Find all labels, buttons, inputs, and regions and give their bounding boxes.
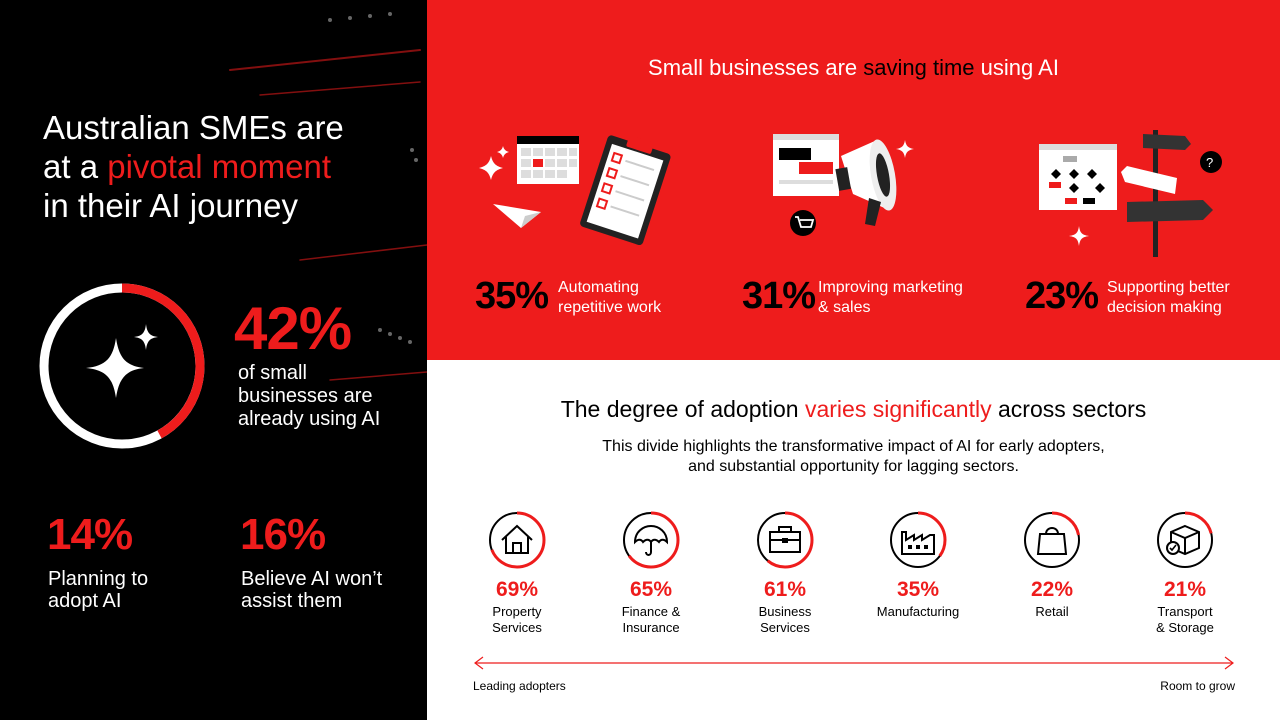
sector-name: Property Services xyxy=(457,604,577,636)
main-stat-label: of small businesses are already using AI xyxy=(238,362,381,430)
label-line: & sales xyxy=(818,299,871,316)
sector-name: Manufacturing xyxy=(858,604,978,620)
subtitle-line: This divide highlights the transformativ… xyxy=(602,438,1105,455)
believe-stat-value: 16% xyxy=(240,510,326,559)
sector-name-line: Insurance xyxy=(622,620,680,635)
sector-value: 65% xyxy=(629,578,673,601)
headline-line-3: in their AI journey xyxy=(43,187,298,224)
stat-decision-label: Supporting better decision making xyxy=(1107,278,1230,318)
umbrella-icon xyxy=(622,511,680,569)
stat-marketing-value: 31% xyxy=(742,275,816,317)
main-stat-value: 42% xyxy=(234,295,352,362)
sector-value: 21% xyxy=(1163,578,1207,601)
adoption-ring xyxy=(36,280,208,452)
believe-stat-label: Believe AI won’t assist them xyxy=(241,568,383,612)
planning-stat-value: 14% xyxy=(47,510,133,559)
subtitle-line: and substantial opportunity for lagging … xyxy=(688,458,1019,475)
calendar-clipboard-icon xyxy=(479,135,671,246)
title-post: across sectors xyxy=(991,396,1147,422)
sector-name: Transport & Storage xyxy=(1125,604,1245,636)
left-panel: Australian SMEs are at a pivotal moment … xyxy=(0,0,427,720)
sector-name-line: Property xyxy=(492,604,542,619)
time-saving-panel: Small businesses are saving time using A… xyxy=(427,0,1280,360)
stat-marketing-label: Improving marketing & sales xyxy=(818,278,963,318)
headline-line-1: Australian SMEs are xyxy=(43,109,344,146)
sector-item: 35% Manufacturing xyxy=(858,510,978,620)
time-saving-title: Small businesses are saving time using A… xyxy=(427,55,1280,81)
sector-name-line: Manufacturing xyxy=(876,604,960,619)
title-post: using AI xyxy=(974,55,1059,80)
adoption-scale-arrow xyxy=(474,656,1234,670)
planning-stat-label: Planning to adopt AI xyxy=(48,568,149,612)
sector-item: 21% Transport & Storage xyxy=(1125,510,1245,636)
stat-decision-value: 23% xyxy=(1025,275,1099,317)
background-light-streaks xyxy=(229,12,427,381)
page-headline: Australian SMEs are at a pivotal moment … xyxy=(43,108,423,225)
headline-pre: at a xyxy=(43,148,108,185)
label-line: repetitive work xyxy=(558,299,662,316)
factory-icon xyxy=(889,511,947,569)
signpost-flowchart-icon: ? xyxy=(1039,130,1222,257)
delivery-box-icon xyxy=(1156,511,1214,569)
sector-name-line: Transport xyxy=(1157,604,1213,619)
briefcase-icon xyxy=(756,511,814,569)
sector-item: 65% Finance & Insurance xyxy=(591,510,711,636)
headline-line-2: at a pivotal moment xyxy=(43,147,423,186)
sector-name: Retail xyxy=(992,604,1112,620)
sector-name-line: Services xyxy=(492,620,542,635)
axis-room-label: Room to grow xyxy=(1160,679,1235,693)
sector-value: 22% xyxy=(1030,578,1074,601)
title-pre: The degree of adoption xyxy=(560,396,805,422)
sector-name-line: & Storage xyxy=(1156,620,1214,635)
title-highlight: varies significantly xyxy=(804,396,992,422)
sector-value: 61% xyxy=(763,578,807,601)
label-line: Improving marketing xyxy=(818,279,963,296)
sector-subtitle: This divide highlights the transformativ… xyxy=(547,437,1160,477)
sector-item: 61% Business Services xyxy=(725,510,845,636)
headline-highlight: pivotal moment xyxy=(107,148,331,185)
sector-name: Finance & Insurance xyxy=(591,604,711,636)
sparkle-icon xyxy=(86,324,158,398)
sector-name-line: Finance & xyxy=(621,604,681,619)
stat-automating-label: Automating repetitive work xyxy=(558,278,661,318)
label-line: decision making xyxy=(1107,299,1222,316)
axis-leading-label: Leading adopters xyxy=(473,679,566,693)
sector-adoption-panel: The degree of adoption varies significan… xyxy=(427,360,1280,720)
sector-item: 22% Retail xyxy=(992,510,1112,620)
house-icon xyxy=(488,511,546,569)
megaphone-icon xyxy=(773,134,914,236)
sector-name-line: Business xyxy=(758,604,812,619)
title-highlight: saving time xyxy=(863,55,975,80)
sector-value: 35% xyxy=(896,578,940,601)
label-line: Automating xyxy=(558,279,639,296)
svg-text:?: ? xyxy=(1206,155,1213,170)
sector-item: 69% Property Services xyxy=(457,510,577,636)
title-pre: Small businesses are xyxy=(648,55,864,80)
ring-progress xyxy=(39,283,205,449)
sector-title: The degree of adoption varies significan… xyxy=(427,396,1280,423)
label-line: Supporting better xyxy=(1107,279,1230,296)
shopping-bag-icon xyxy=(1023,511,1081,569)
stat-automating-value: 35% xyxy=(475,275,549,317)
sector-name: Business Services xyxy=(725,604,845,636)
sector-name-line: Services xyxy=(760,620,810,635)
sector-value: 69% xyxy=(495,578,539,601)
sector-name-line: Retail xyxy=(1035,604,1069,619)
